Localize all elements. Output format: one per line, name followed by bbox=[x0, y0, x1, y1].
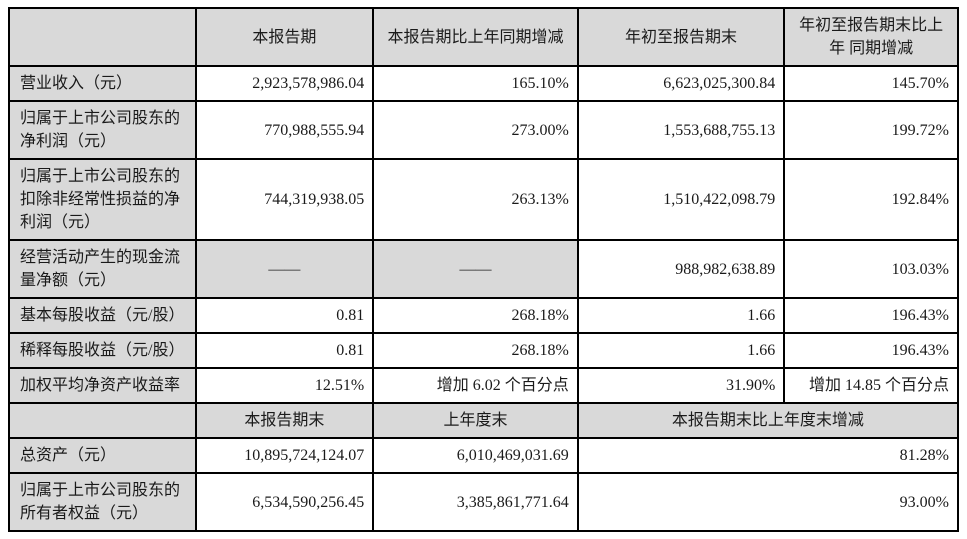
table-row: 总资产（元） 10,895,724,124.07 6,010,469,031.69 8… bbox=[8, 437, 960, 474]
value-cell: 988,982,638.89 bbox=[576, 239, 786, 299]
value-cell: 6,534,590,256.45 bbox=[194, 472, 375, 532]
value-cell: 增加 14.85 个百分点 bbox=[783, 367, 959, 404]
table-row: 经营活动产生的现金流量净额（元） —— —— 988,982,638.89 103.03… bbox=[8, 239, 959, 299]
value-cell: 93.00% bbox=[576, 472, 960, 532]
row-label: 经营活动产生的现金流量净额（元） bbox=[8, 239, 197, 299]
corner-cell bbox=[8, 7, 197, 67]
value-cell: 192.84% bbox=[783, 158, 959, 241]
table-row: 基本每股收益（元/股） 0.81 268.18% 1.66 196.43% bbox=[8, 297, 959, 334]
table-header-row: 本报告期 本报告期比上年同期增减 年初至报告期末 年初至报告期末比上年 同期增减 bbox=[8, 7, 959, 67]
value-cell: 81.28% bbox=[576, 437, 960, 474]
empty-dash-cell: —— bbox=[372, 239, 579, 299]
value-cell: 103.03% bbox=[783, 239, 959, 299]
row-label: 基本每股收益（元/股） bbox=[8, 297, 197, 334]
column-header: 本报告期 bbox=[194, 7, 375, 67]
value-cell: 31.90% bbox=[576, 367, 786, 404]
value-cell: 1,553,688,755.13 bbox=[576, 100, 786, 160]
value-cell: 增加 6.02 个百分点 bbox=[372, 367, 579, 404]
empty-dash-cell: —— bbox=[194, 239, 375, 299]
value-cell: 273.00% bbox=[372, 100, 579, 160]
column-header: 上年度末 bbox=[372, 402, 579, 439]
value-cell: 165.10% bbox=[372, 65, 579, 102]
row-label: 总资产（元） bbox=[8, 437, 197, 474]
table-row: 归属于上市公司股东的净利润（元） 770,988,555.94 273.00% 1,5… bbox=[8, 100, 959, 160]
table-header-row: 本报告期末 上年度末 本报告期末比上年度末增减 bbox=[8, 402, 960, 439]
row-label: 稀释每股收益（元/股） bbox=[8, 332, 197, 369]
value-cell: 145.70% bbox=[783, 65, 959, 102]
table-row: 归属于上市公司股东的所有者权益（元） 6,534,590,256.45 3,385,… bbox=[8, 472, 960, 532]
column-header: 本报告期末比上年度末增减 bbox=[576, 402, 960, 439]
value-cell: 2,923,578,986.04 bbox=[194, 65, 375, 102]
value-cell: 1.66 bbox=[576, 332, 786, 369]
value-cell: 770,988,555.94 bbox=[194, 100, 375, 160]
value-cell: 0.81 bbox=[194, 332, 375, 369]
column-header: 本报告期末 bbox=[194, 402, 375, 439]
column-header: 本报告期比上年同期增减 bbox=[372, 7, 579, 67]
value-cell: 6,010,469,031.69 bbox=[372, 437, 579, 474]
table-row: 稀释每股收益（元/股） 0.81 268.18% 1.66 196.43% bbox=[8, 332, 959, 369]
value-cell: 744,319,938.05 bbox=[194, 158, 375, 241]
value-cell: 1,510,422,098.79 bbox=[576, 158, 786, 241]
value-cell: 199.72% bbox=[783, 100, 959, 160]
row-label: 归属于上市公司股东的所有者权益（元） bbox=[8, 472, 197, 532]
value-cell: 6,623,025,300.84 bbox=[576, 65, 786, 102]
value-cell: 10,895,724,124.07 bbox=[194, 437, 375, 474]
value-cell: 1.66 bbox=[576, 297, 786, 334]
value-cell: 12.51% bbox=[194, 367, 375, 404]
table-row: 加权平均净资产收益率 12.51% 增加 6.02 个百分点 31.90% 增加 14.… bbox=[8, 367, 959, 404]
column-header: 年初至报告期末 bbox=[576, 7, 786, 67]
value-cell: 3,385,861,771.64 bbox=[372, 472, 579, 532]
value-cell: 0.81 bbox=[194, 297, 375, 334]
table-row: 营业收入（元） 2,923,578,986.04 165.10% 6,623,025,… bbox=[8, 65, 959, 102]
column-header: 年初至报告期末比上年 同期增减 bbox=[783, 7, 959, 67]
value-cell: 268.18% bbox=[372, 332, 579, 369]
value-cell: 196.43% bbox=[783, 297, 959, 334]
row-label: 加权平均净资产收益率 bbox=[8, 367, 197, 404]
row-label: 归属于上市公司股东的净利润（元） bbox=[8, 100, 197, 160]
table-row: 归属于上市公司股东的扣除非经常性损益的净利润（元） 744,319,938.05 2… bbox=[8, 158, 959, 241]
financial-summary-table: 本报告期 本报告期比上年同期增减 年初至报告期末 年初至报告期末比上年 同期增减 营业收… bbox=[8, 7, 960, 532]
value-cell: 196.43% bbox=[783, 332, 959, 369]
row-label: 营业收入（元） bbox=[8, 65, 197, 102]
corner-cell bbox=[8, 402, 197, 439]
value-cell: 263.13% bbox=[372, 158, 579, 241]
row-label: 归属于上市公司股东的扣除非经常性损益的净利润（元） bbox=[8, 158, 197, 241]
value-cell: 268.18% bbox=[372, 297, 579, 334]
